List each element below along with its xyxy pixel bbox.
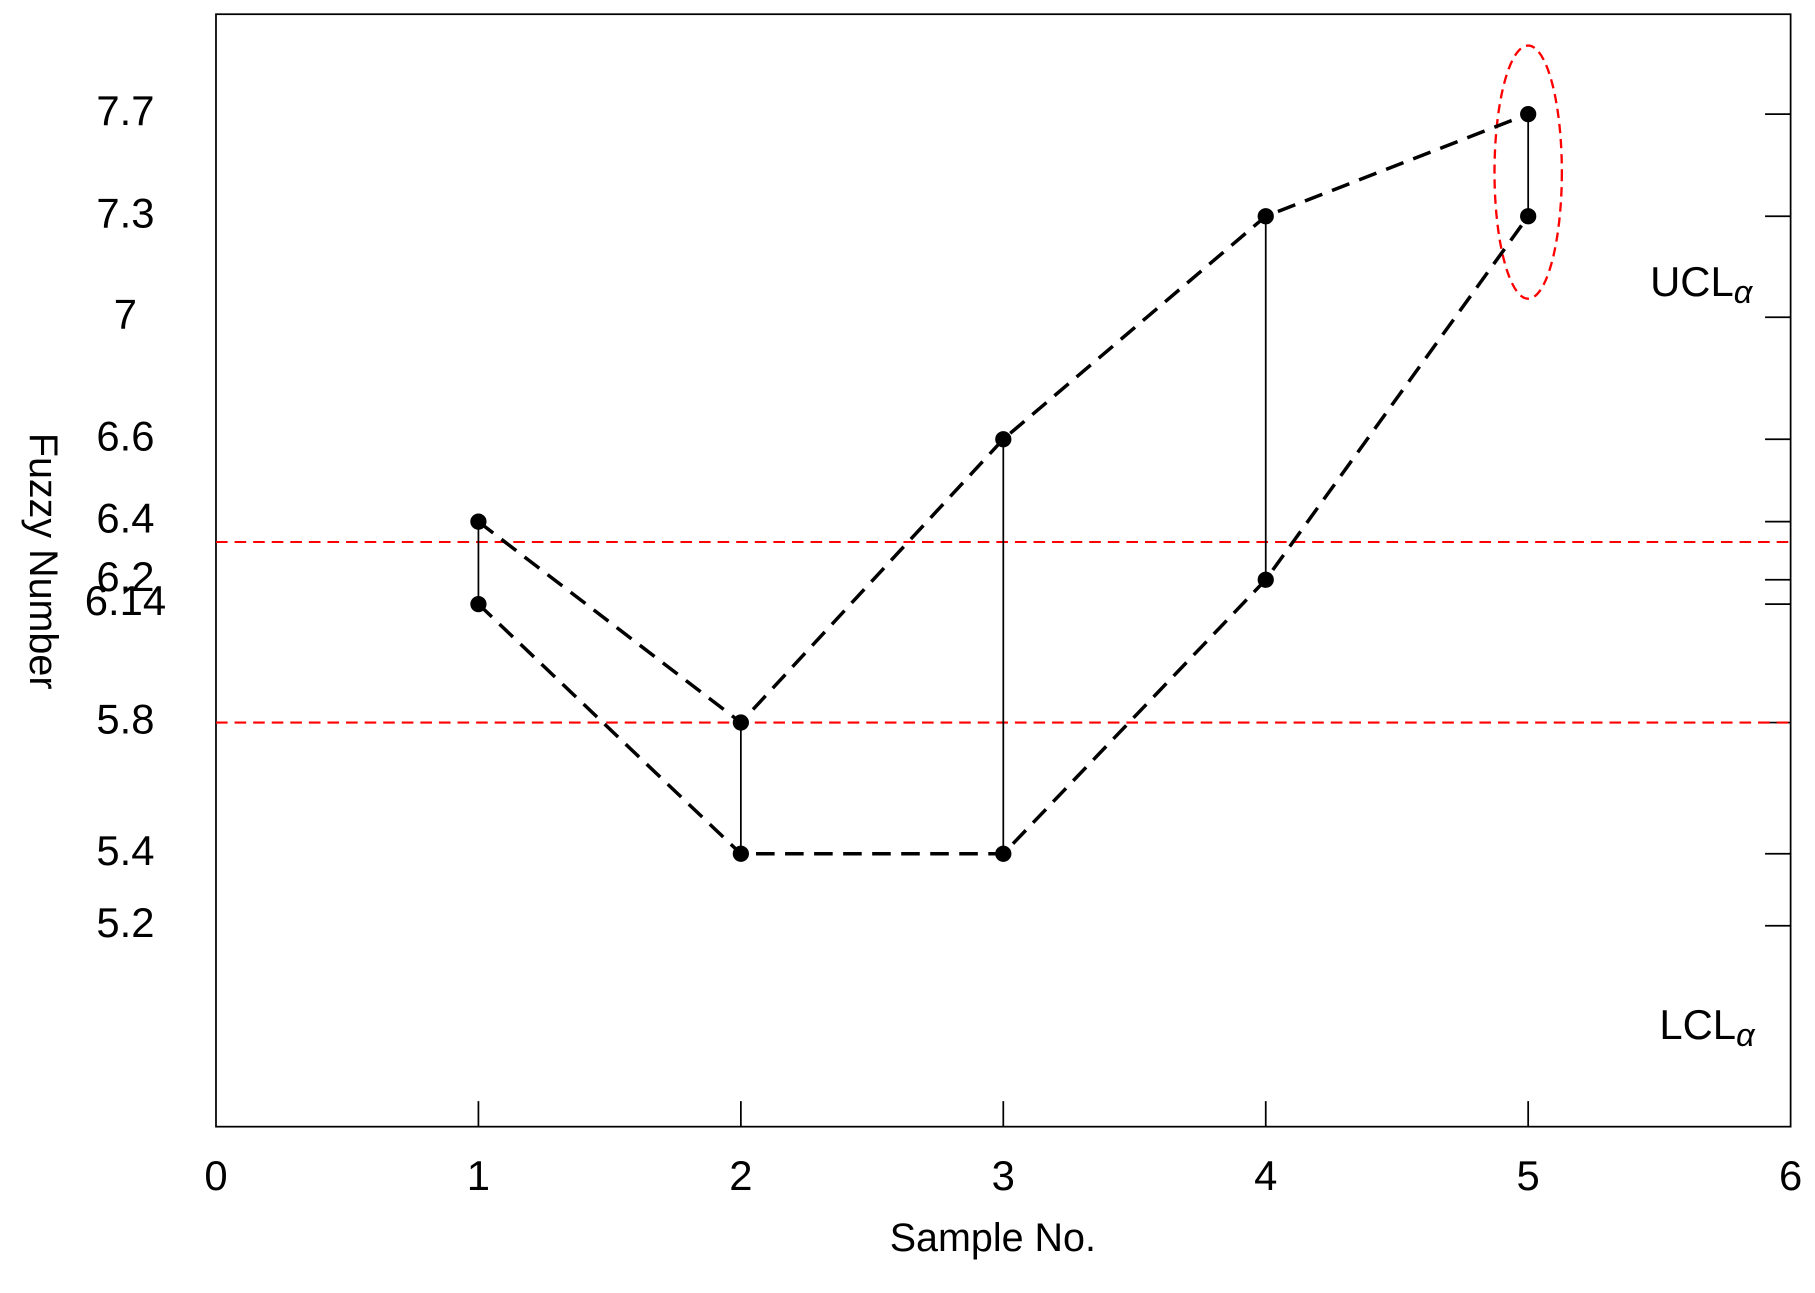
y-tick-label: 6.2 xyxy=(96,553,154,600)
series-line xyxy=(477,112,1529,725)
annotation-subscript: α xyxy=(1736,1017,1756,1053)
data-point xyxy=(732,845,749,862)
y-tick-label: 7.7 xyxy=(96,87,154,134)
x-tick-label: 4 xyxy=(1254,1152,1277,1199)
data-point xyxy=(995,845,1012,862)
data-point xyxy=(1257,208,1274,225)
x-tick-label: 6 xyxy=(1779,1152,1802,1199)
data-point xyxy=(1520,208,1537,225)
annotation: UCLα xyxy=(1650,258,1754,310)
annotation: LCLα xyxy=(1659,1001,1756,1053)
annotation-text: UCL xyxy=(1650,258,1734,305)
x-tick-label: 5 xyxy=(1517,1152,1540,1199)
y-tick-label: 6.14 xyxy=(85,577,166,624)
annotation-text: LCL xyxy=(1659,1001,1736,1048)
data-point xyxy=(470,595,487,613)
data-point xyxy=(995,431,1012,448)
y-tick-label: 7.3 xyxy=(96,189,154,236)
y-tick-label: 5.8 xyxy=(96,696,154,743)
y-tick-label: 6.4 xyxy=(96,495,154,542)
x-axis-title: Sample No. xyxy=(890,1216,1096,1260)
x-tick-label: 2 xyxy=(729,1152,752,1199)
data-point xyxy=(732,714,749,731)
y-tick-label: 7 xyxy=(114,290,137,337)
y-tick-label: 5.2 xyxy=(96,899,154,946)
y-axis-title: Fuzzy Number xyxy=(21,433,65,690)
x-tick-label: 0 xyxy=(204,1152,227,1199)
y-tick-label: 5.4 xyxy=(96,827,154,874)
data-point xyxy=(470,513,487,530)
annotation-subscript: α xyxy=(1734,274,1754,310)
x-tick-label: 3 xyxy=(992,1152,1015,1199)
data-point xyxy=(1257,571,1274,588)
data-point xyxy=(1520,105,1537,123)
highlight-ellipse xyxy=(1493,44,1564,300)
x-tick-label: 1 xyxy=(467,1152,490,1199)
y-tick-label: 6.6 xyxy=(96,412,154,459)
